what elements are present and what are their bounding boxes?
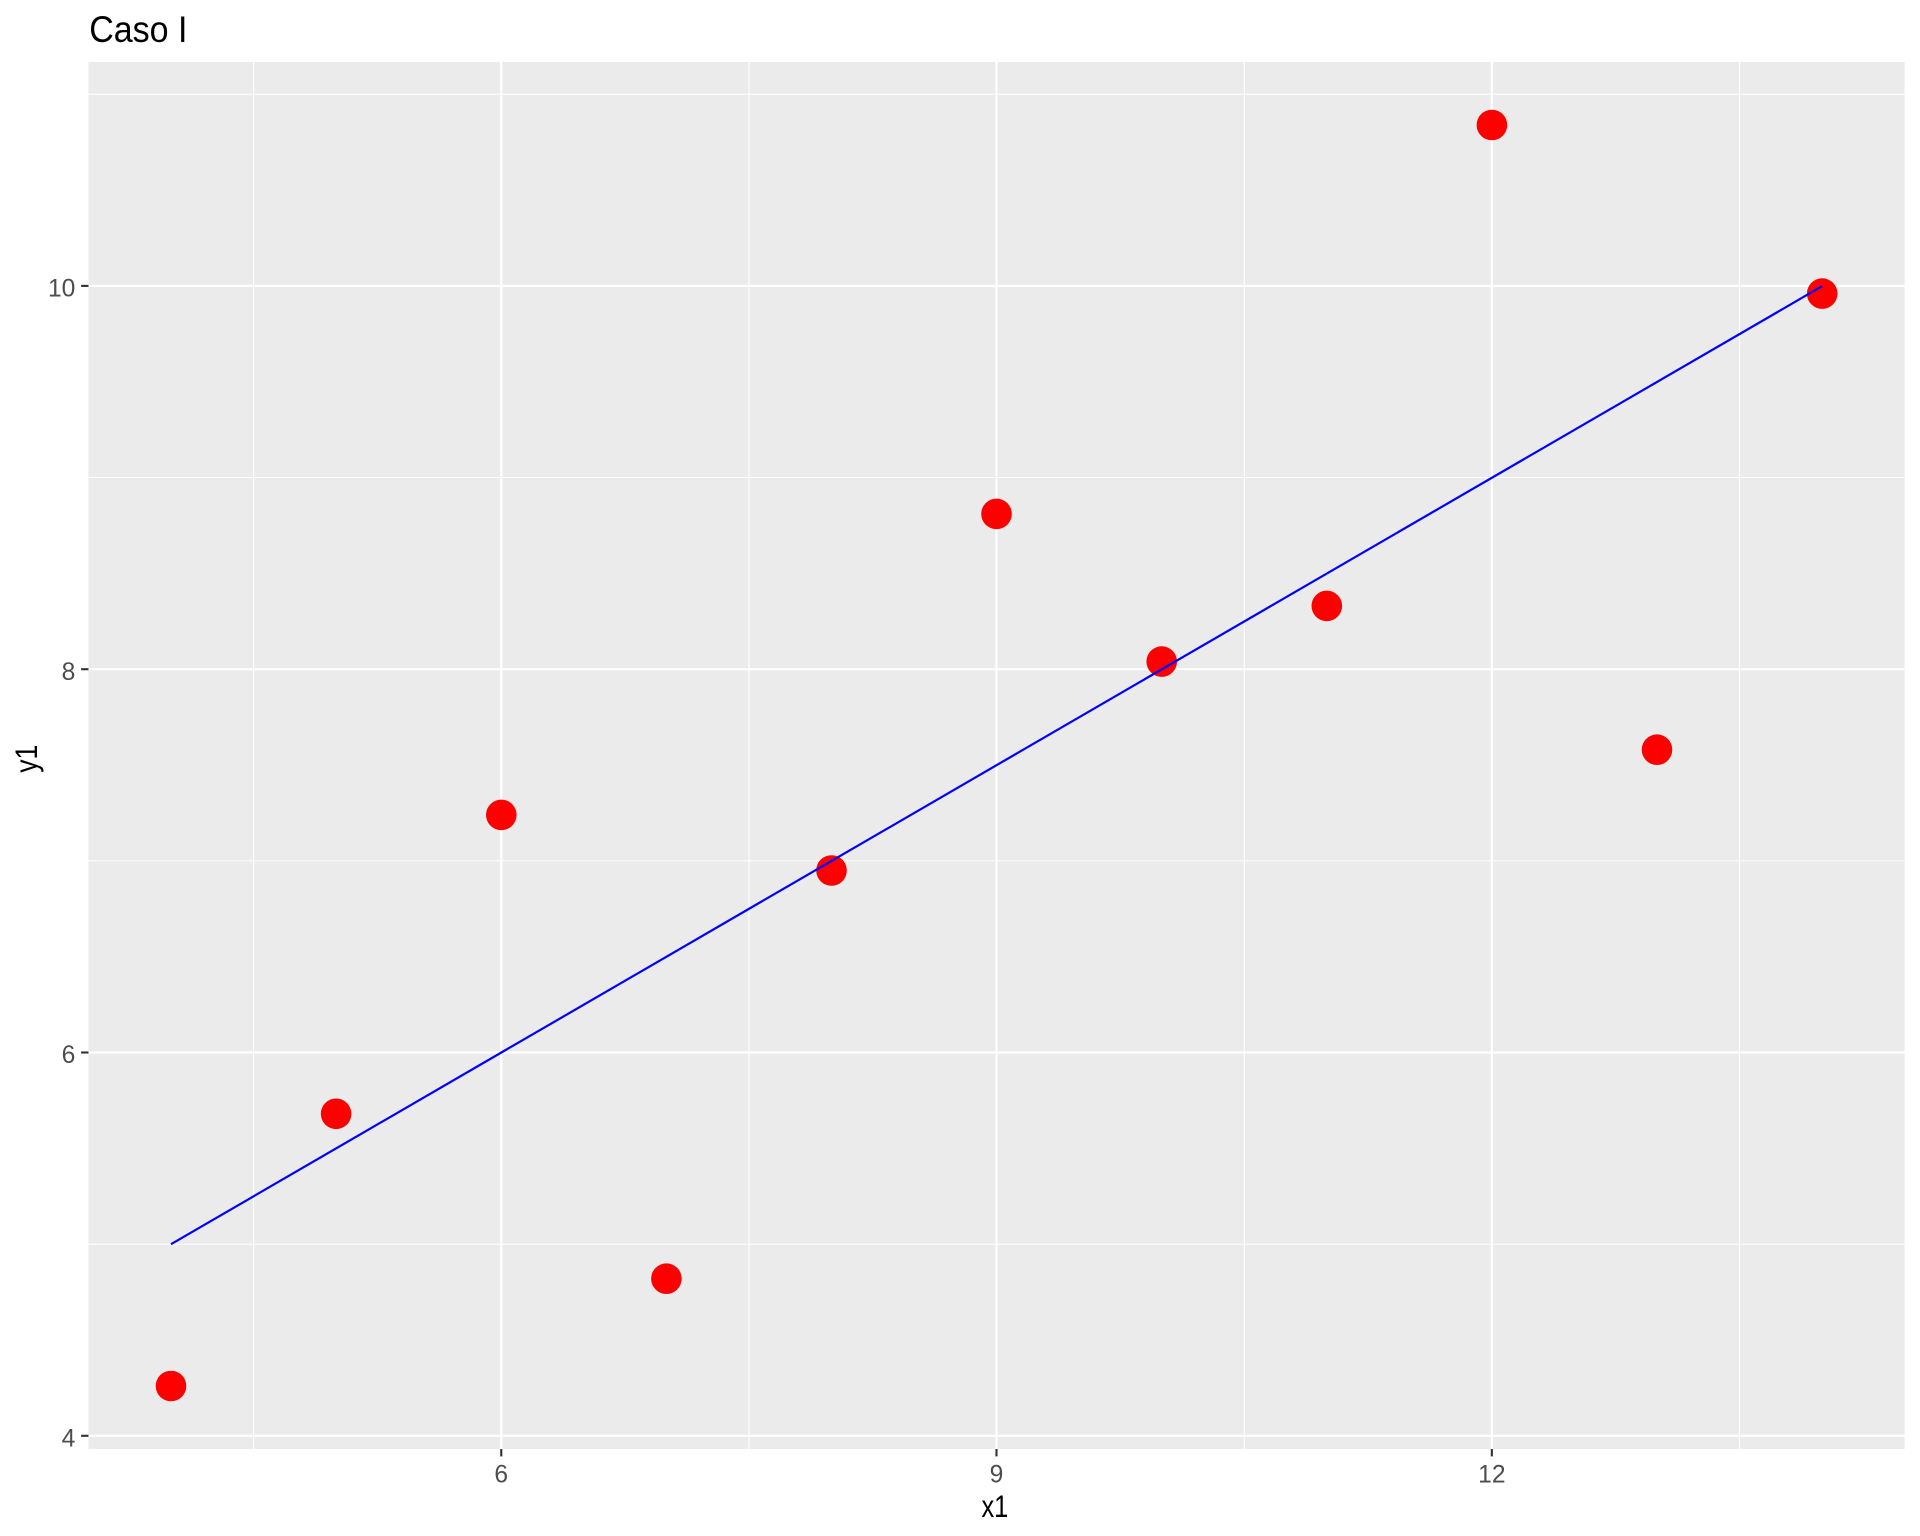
svg-text:4: 4 bbox=[62, 1426, 76, 1453]
svg-text:9: 9 bbox=[990, 1462, 1004, 1489]
svg-text:y1: y1 bbox=[9, 745, 44, 773]
svg-text:Caso I: Caso I bbox=[89, 8, 187, 50]
svg-text:8: 8 bbox=[62, 659, 76, 686]
svg-text:12: 12 bbox=[1478, 1462, 1505, 1489]
svg-text:10: 10 bbox=[48, 276, 75, 303]
svg-text:6: 6 bbox=[62, 1042, 76, 1069]
svg-text:6: 6 bbox=[494, 1462, 508, 1489]
svg-text:x1: x1 bbox=[982, 1489, 1009, 1524]
